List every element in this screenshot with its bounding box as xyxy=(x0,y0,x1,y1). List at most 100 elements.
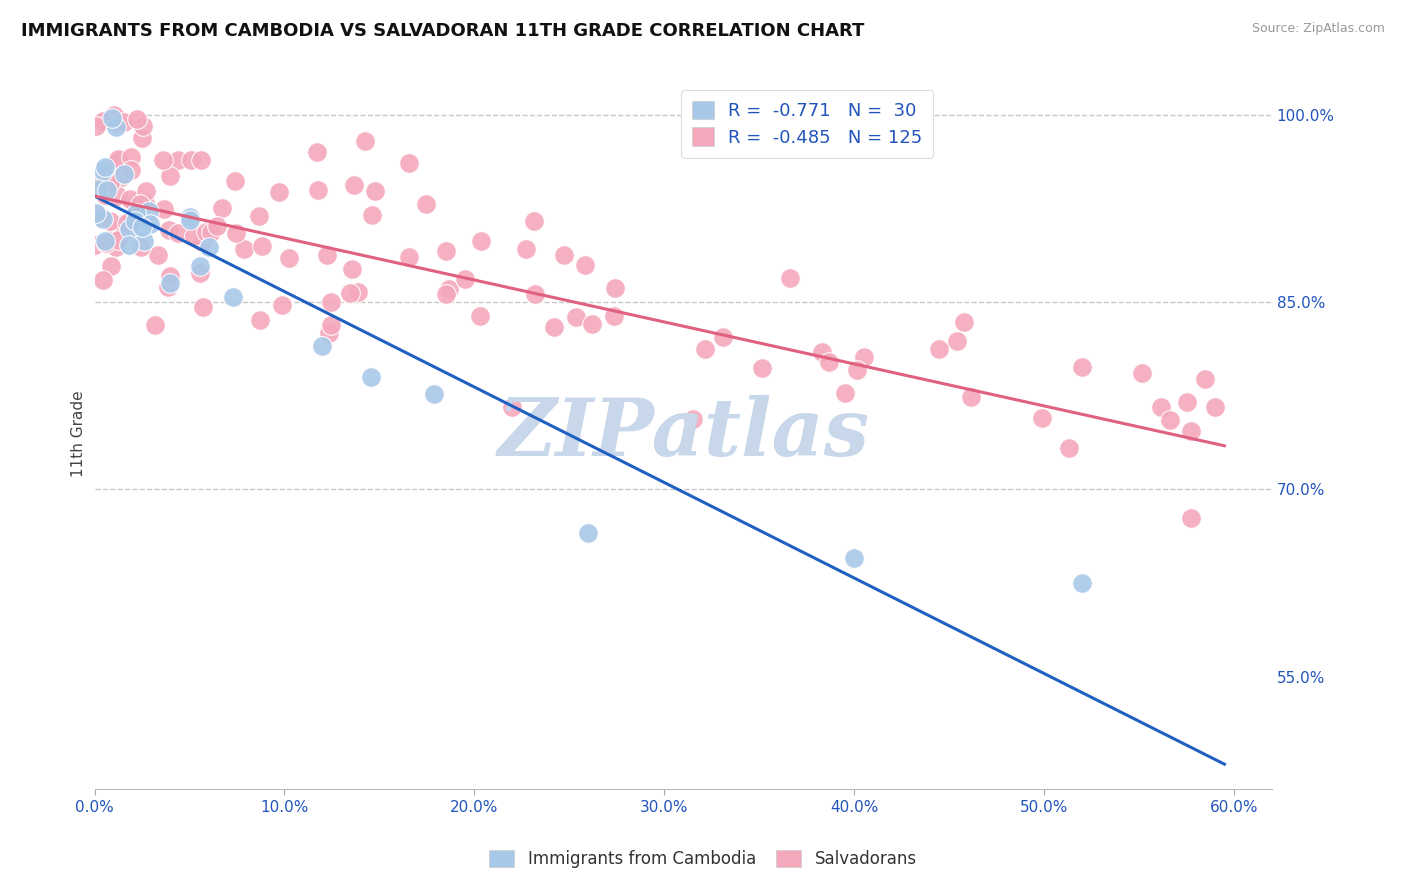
Point xyxy=(928,343,950,357)
Point xyxy=(693,343,716,357)
Point xyxy=(682,412,704,426)
Point xyxy=(90,211,112,225)
Point xyxy=(602,309,624,323)
Point xyxy=(120,162,142,177)
Point xyxy=(340,262,363,277)
Point xyxy=(553,248,575,262)
Point xyxy=(103,108,125,122)
Point xyxy=(434,286,457,301)
Point xyxy=(183,229,205,244)
Point xyxy=(453,272,475,286)
Point xyxy=(501,400,523,414)
Point xyxy=(347,285,370,299)
Point xyxy=(132,234,155,248)
Point xyxy=(100,259,122,273)
Point xyxy=(364,184,387,198)
Point xyxy=(129,240,152,254)
Point xyxy=(271,298,294,312)
Point xyxy=(842,551,865,566)
Point xyxy=(179,210,201,224)
Point xyxy=(84,120,107,134)
Point xyxy=(96,183,118,197)
Point xyxy=(361,208,384,222)
Point xyxy=(93,164,115,178)
Point xyxy=(97,167,120,181)
Point xyxy=(131,220,153,235)
Point xyxy=(167,153,190,168)
Point xyxy=(124,198,146,212)
Point xyxy=(311,339,333,353)
Point xyxy=(166,226,188,240)
Point xyxy=(129,197,152,211)
Point xyxy=(811,345,834,359)
Point xyxy=(107,116,129,130)
Point xyxy=(194,226,217,240)
Point xyxy=(118,238,141,252)
Point xyxy=(94,236,117,251)
Point xyxy=(307,145,329,160)
Point xyxy=(232,242,254,256)
Point xyxy=(188,267,211,281)
Point xyxy=(307,183,329,197)
Point xyxy=(159,169,181,183)
Point xyxy=(198,240,221,254)
Point xyxy=(104,120,127,134)
Point xyxy=(316,248,339,262)
Point xyxy=(180,153,202,167)
Point xyxy=(581,317,603,331)
Point xyxy=(953,315,976,329)
Point xyxy=(127,112,149,126)
Point xyxy=(131,131,153,145)
Point xyxy=(84,238,107,252)
Point xyxy=(247,209,270,223)
Point xyxy=(148,248,170,262)
Y-axis label: 11th Grade: 11th Grade xyxy=(72,390,86,476)
Point xyxy=(959,390,981,404)
Point xyxy=(94,160,117,174)
Point xyxy=(107,233,129,247)
Point xyxy=(193,300,215,314)
Point xyxy=(524,286,547,301)
Point xyxy=(437,282,460,296)
Point xyxy=(1059,441,1081,455)
Point xyxy=(125,206,148,220)
Point xyxy=(845,363,868,377)
Point xyxy=(152,202,174,216)
Point xyxy=(132,119,155,133)
Point xyxy=(205,219,228,234)
Point xyxy=(225,227,247,241)
Point xyxy=(104,240,127,254)
Point xyxy=(143,318,166,333)
Point xyxy=(1150,400,1173,414)
Point xyxy=(470,309,492,323)
Point xyxy=(574,258,596,272)
Point xyxy=(1071,360,1094,375)
Point xyxy=(415,197,437,211)
Legend: Immigrants from Cambodia, Salvadorans: Immigrants from Cambodia, Salvadorans xyxy=(482,843,924,875)
Point xyxy=(398,250,420,264)
Point xyxy=(159,277,181,291)
Point xyxy=(115,215,138,229)
Point xyxy=(1130,366,1153,380)
Point xyxy=(118,222,141,236)
Point xyxy=(1071,576,1094,591)
Point xyxy=(111,222,134,236)
Text: IMMIGRANTS FROM CAMBODIA VS SALVADORAN 11TH GRADE CORRELATION CHART: IMMIGRANTS FROM CAMBODIA VS SALVADORAN 1… xyxy=(21,22,865,40)
Point xyxy=(422,387,444,401)
Point xyxy=(86,207,108,221)
Point xyxy=(224,173,246,187)
Point xyxy=(190,153,212,167)
Point xyxy=(107,152,129,166)
Point xyxy=(565,310,588,324)
Point xyxy=(1180,511,1202,525)
Point xyxy=(111,217,134,231)
Point xyxy=(751,360,773,375)
Point xyxy=(711,330,734,344)
Point xyxy=(436,244,458,259)
Point xyxy=(834,386,856,401)
Point xyxy=(156,280,179,294)
Point xyxy=(222,290,245,304)
Point xyxy=(139,217,162,231)
Point xyxy=(120,150,142,164)
Point xyxy=(134,195,156,210)
